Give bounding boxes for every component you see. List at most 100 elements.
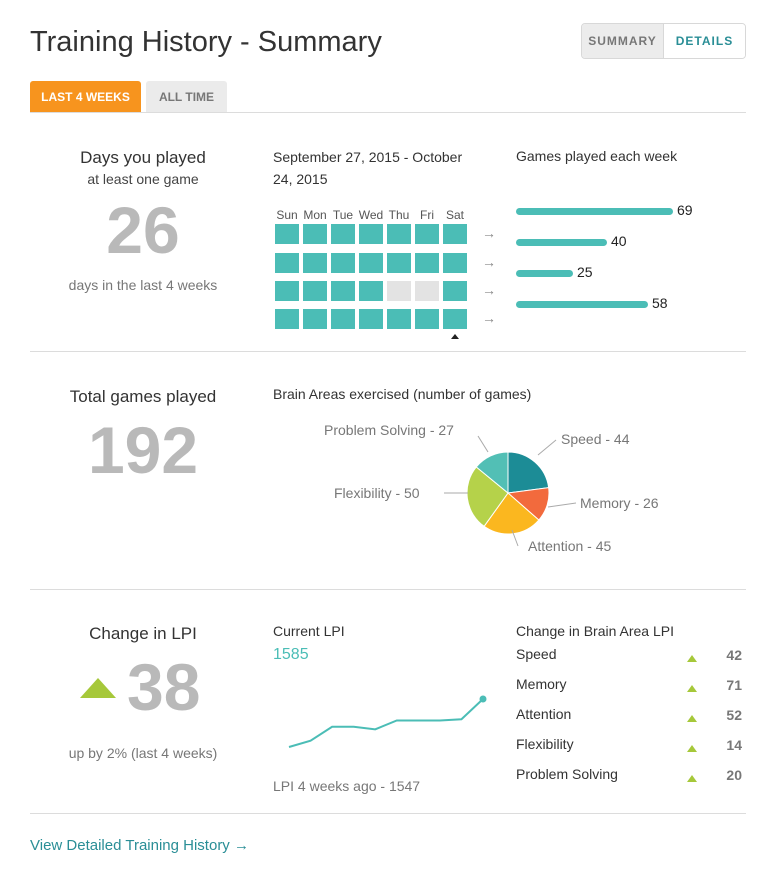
week-arrow-icon: → bbox=[482, 225, 496, 241]
area-lpi-name: Attention bbox=[516, 706, 572, 722]
area-lpi-row: Attention 52 bbox=[516, 706, 746, 726]
view-detailed-history-link[interactable]: View Detailed Training History → bbox=[30, 837, 249, 854]
area-lpi-change: 71 bbox=[726, 677, 742, 693]
summary-button[interactable]: SUMMARY bbox=[582, 24, 664, 58]
current-lpi-heading: Current LPI bbox=[273, 623, 345, 639]
area-lpi-change: 52 bbox=[726, 707, 742, 723]
view-toggle: SUMMARY DETAILS bbox=[581, 23, 746, 59]
increase-triangle-icon bbox=[687, 745, 697, 752]
details-button[interactable]: DETAILS bbox=[664, 24, 745, 58]
page-title: Training History - Summary bbox=[30, 26, 382, 58]
calendar-day-played bbox=[443, 224, 467, 244]
area-lpi-row: Flexibility 14 bbox=[516, 736, 746, 756]
day-label: Sun bbox=[276, 208, 298, 222]
area-lpi-name: Memory bbox=[516, 676, 567, 692]
calendar-day-played bbox=[275, 281, 299, 301]
pie-leader-memory bbox=[547, 502, 577, 508]
calendar-day-played bbox=[415, 253, 439, 273]
calendar-date-range: September 27, 2015 - October 24, 2015 bbox=[273, 146, 462, 190]
calendar-day-played bbox=[387, 224, 411, 244]
calendar-day-played bbox=[359, 281, 383, 301]
calendar-day-missed bbox=[415, 281, 439, 301]
date-range-line-1: September 27, 2015 - October bbox=[273, 149, 463, 165]
calendar-day-played bbox=[303, 309, 327, 329]
pie-slice-problem-solving bbox=[475, 451, 509, 495]
week-bar-value: 40 bbox=[611, 233, 627, 249]
lpi-current-point bbox=[479, 695, 487, 703]
calendar-day-labels: Sun Mon Tue Wed Thu Fri Sat bbox=[273, 208, 469, 222]
increase-triangle-icon bbox=[687, 685, 697, 692]
pie-slice-attention bbox=[483, 492, 540, 535]
calendar-day-played bbox=[443, 281, 467, 301]
pie-slice-flexibility bbox=[466, 466, 509, 528]
calendar-day-played bbox=[275, 253, 299, 273]
week-bar bbox=[516, 270, 573, 277]
calendar-day-played bbox=[443, 309, 467, 329]
lpi-trend-line bbox=[288, 698, 484, 748]
area-lpi-name: Speed bbox=[516, 646, 557, 662]
days-played-value: 26 bbox=[106, 193, 180, 267]
day-label: Mon bbox=[303, 208, 327, 222]
calendar-day-played bbox=[303, 253, 327, 273]
calendar-day-played bbox=[359, 224, 383, 244]
pie-label-problem-solving: Problem Solving - 27 bbox=[324, 422, 454, 438]
area-lpi-heading: Change in Brain Area LPI bbox=[516, 623, 674, 639]
days-played-subheading: at least one game bbox=[87, 171, 199, 187]
lpi-change-value: 38 bbox=[127, 650, 201, 724]
increase-triangle-icon bbox=[687, 775, 697, 782]
calendar-day-played bbox=[359, 253, 383, 273]
calendar-day-played bbox=[331, 281, 355, 301]
period-tabs: LAST 4 WEEKS ALL TIME bbox=[30, 81, 232, 112]
pie-leader-attention bbox=[511, 529, 519, 547]
area-lpi-row: Problem Solving 20 bbox=[516, 766, 746, 786]
area-lpi-row: Memory 71 bbox=[516, 676, 746, 696]
calendar-day-played bbox=[415, 309, 439, 329]
calendar-day-played bbox=[331, 224, 355, 244]
calendar-day-played bbox=[387, 253, 411, 273]
day-label: Wed bbox=[358, 208, 384, 222]
date-range-line-2: 24, 2015 bbox=[273, 171, 328, 187]
week-bar bbox=[516, 208, 673, 215]
total-games-heading: Total games played bbox=[69, 387, 217, 406]
day-label: Tue bbox=[332, 208, 354, 222]
calendar-day-played bbox=[303, 224, 327, 244]
increase-triangle-icon bbox=[687, 715, 697, 722]
previous-lpi: LPI 4 weeks ago - 1547 bbox=[273, 778, 421, 794]
calendar-day-played bbox=[275, 224, 299, 244]
increase-triangle-icon bbox=[687, 655, 697, 662]
calendar-day-played bbox=[331, 309, 355, 329]
calendar-day-played bbox=[387, 309, 411, 329]
current-lpi-value: 1585 bbox=[273, 646, 309, 663]
area-lpi-change: 14 bbox=[726, 737, 742, 753]
week-bar-value: 69 bbox=[677, 202, 693, 218]
total-games-value: 192 bbox=[87, 413, 199, 487]
calendar-day-played bbox=[331, 253, 355, 273]
area-lpi-row: Speed 42 bbox=[516, 646, 746, 666]
week-arrow-icon: → bbox=[482, 282, 496, 298]
lpi-change-caption: up by 2% (last 4 weeks) bbox=[68, 745, 218, 761]
area-lpi-change: 42 bbox=[726, 647, 742, 663]
total-games-summary: Total games played 192 bbox=[30, 387, 256, 487]
area-lpi-name: Flexibility bbox=[516, 736, 574, 752]
area-lpi-name: Problem Solving bbox=[516, 766, 618, 782]
calendar-day-played bbox=[359, 309, 383, 329]
calendar-day-played bbox=[303, 281, 327, 301]
week-bar bbox=[516, 239, 607, 246]
current-day-marker-icon bbox=[451, 334, 459, 339]
day-label: Fri bbox=[420, 208, 434, 222]
calendar-day-played bbox=[415, 224, 439, 244]
pie-leader-problem-solving bbox=[477, 435, 489, 453]
days-played-heading: Days you played bbox=[80, 148, 206, 167]
tab-all-time[interactable]: ALL TIME bbox=[146, 81, 227, 112]
week-bar-value: 25 bbox=[577, 264, 593, 280]
calendar-day-missed bbox=[387, 281, 411, 301]
week-arrow-icon: → bbox=[482, 254, 496, 270]
day-label: Thu bbox=[388, 208, 410, 222]
divider bbox=[30, 351, 746, 352]
days-played-caption: days in the last 4 weeks bbox=[68, 277, 218, 293]
pie-slice-speed bbox=[507, 451, 550, 494]
tab-last-4-weeks[interactable]: LAST 4 WEEKS bbox=[30, 81, 141, 112]
week-bar bbox=[516, 301, 648, 308]
pie-label-attention: Attention - 45 bbox=[528, 538, 612, 554]
calendar-day-played bbox=[443, 253, 467, 273]
